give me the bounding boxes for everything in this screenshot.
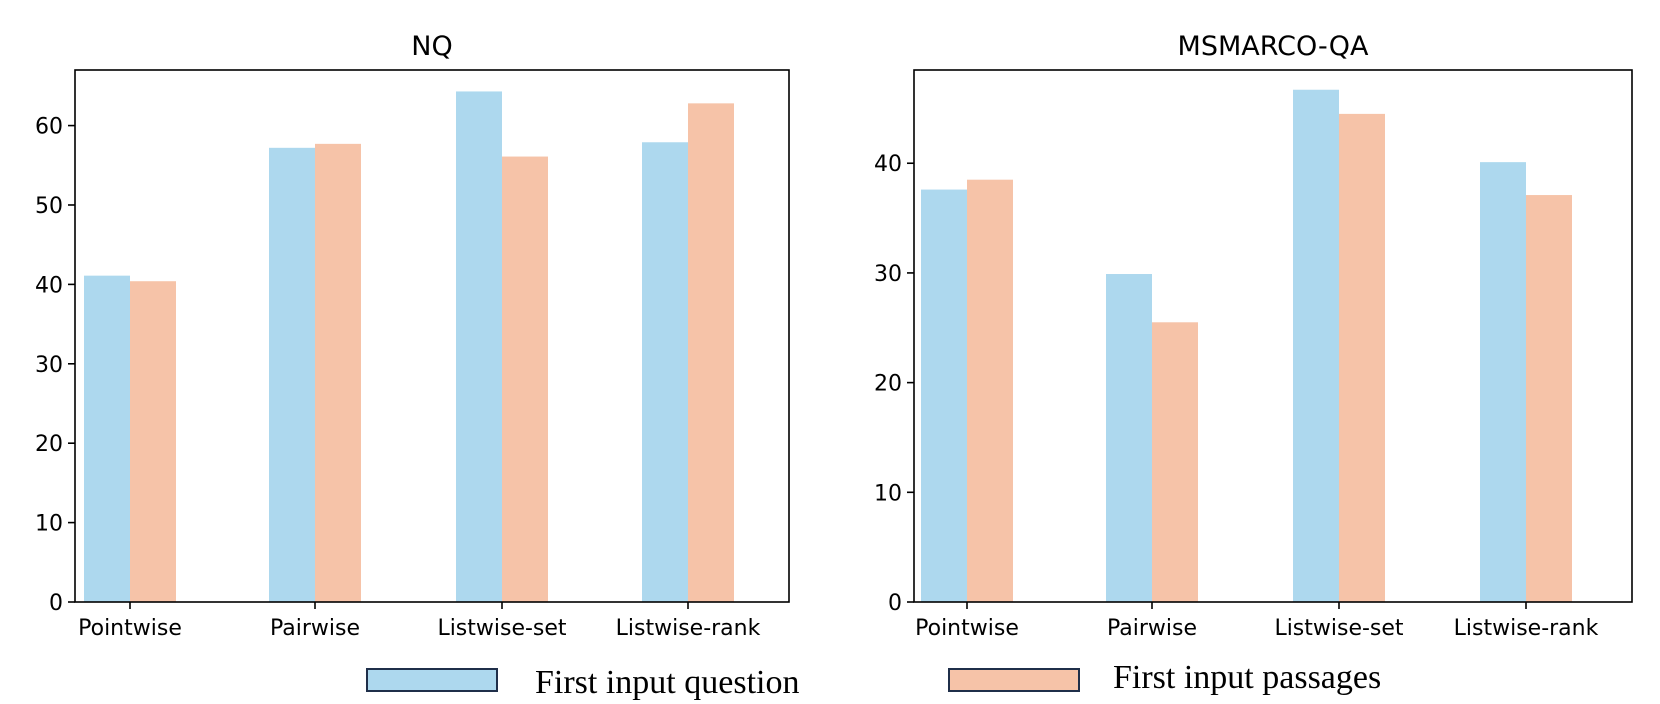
y-axis-ticks: 0 10 20 30 40	[874, 152, 914, 616]
y-tick-label: 10	[874, 481, 902, 506]
bar-passages-listwise-set	[1339, 113, 1385, 603]
x-tick-label: Pointwise	[915, 616, 1019, 641]
chart-title: NQ	[411, 31, 452, 62]
x-axis-ticks: Pointwise Pairwise Listwise-set Listwise-ra…	[915, 602, 1599, 641]
bar-question-listwise-set	[456, 91, 502, 602]
legend-swatch-passages	[948, 668, 1080, 692]
bar-passages-listwise-rank	[688, 103, 734, 603]
bar-question-listwise-rank	[642, 142, 688, 602]
legend: First input question First input passage…	[366, 659, 1381, 701]
chart-nq: NQ 0 10 20 30 40 50 60 Pointwise Pairwise Listwi…	[35, 31, 790, 641]
x-tick-label: Listwise-set	[1274, 616, 1403, 641]
bar-passages-listwise-set	[502, 156, 548, 602]
bar-passages-pointwise	[967, 179, 1013, 602]
legend-label-question: First input question	[535, 664, 799, 701]
chart-msmarco-qa: MSMARCO-QA 0 10 20 30 40 Pointwise Pairwise Li…	[874, 31, 1633, 641]
x-tick-label: Pairwise	[270, 616, 360, 641]
x-tick-label: Listwise-rank	[1454, 616, 1599, 641]
x-axis-ticks: Pointwise Pairwise Listwise-set Listwise-ra…	[78, 602, 761, 641]
bar-passages-pairwise	[1152, 322, 1198, 602]
bar-passages-pairwise	[315, 143, 361, 602]
y-tick-label: 30	[874, 262, 902, 287]
y-tick-label: 0	[49, 591, 63, 616]
y-tick-label: 40	[35, 273, 63, 298]
y-tick-label: 10	[35, 512, 63, 537]
y-tick-label: 20	[874, 372, 902, 397]
bar-passages-pointwise	[130, 281, 176, 602]
y-tick-label: 20	[35, 432, 63, 457]
y-tick-label: 50	[35, 194, 63, 219]
legend-swatch-question	[366, 668, 498, 692]
y-axis-ticks: 0 10 20 30 40 50 60	[35, 115, 75, 616]
y-tick-label: 60	[35, 115, 63, 140]
legend-label-passages: First input passages	[1113, 659, 1381, 696]
bar-question-pairwise	[269, 147, 315, 602]
plot-frame	[74, 69, 790, 603]
y-tick-label: 30	[35, 353, 63, 378]
x-tick-label: Pairwise	[1107, 616, 1197, 641]
x-tick-label: Listwise-set	[437, 616, 566, 641]
y-tick-label: 40	[874, 152, 902, 177]
bar-passages-listwise-rank	[1526, 195, 1572, 602]
bar-question-pointwise	[921, 189, 967, 603]
bar-group	[921, 89, 1572, 603]
y-tick-label: 0	[888, 591, 902, 616]
bar-group	[84, 91, 734, 603]
x-tick-label: Pointwise	[78, 616, 182, 641]
bar-question-listwise-set	[1293, 89, 1339, 603]
bar-question-pairwise	[1106, 274, 1152, 602]
x-tick-label: Listwise-rank	[616, 616, 761, 641]
bar-question-listwise-rank	[1480, 162, 1526, 603]
bar-question-pointwise	[84, 275, 130, 602]
chart-title: MSMARCO-QA	[1178, 31, 1369, 62]
plot-frame	[913, 69, 1633, 603]
